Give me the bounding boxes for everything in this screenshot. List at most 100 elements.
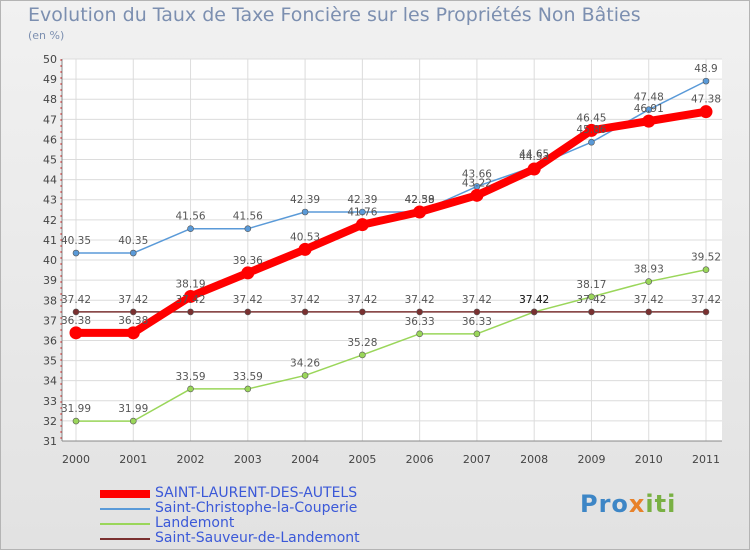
data-label-landemont: 36.33 bbox=[462, 316, 492, 328]
x-tick-label: 2002 bbox=[177, 453, 205, 466]
data-point-saint-laurent bbox=[184, 289, 198, 303]
x-tick-label: 2004 bbox=[291, 453, 319, 466]
y-tick-label: 33 bbox=[43, 395, 57, 408]
x-tick-label: 2008 bbox=[520, 453, 548, 466]
legend-label-saint-laurent: SAINT-LAURENT-DES-AUTELS bbox=[155, 485, 358, 501]
x-tick-label: 2010 bbox=[635, 453, 663, 466]
chart-title: Evolution du Taux de Taxe Foncière sur l… bbox=[28, 4, 641, 26]
legend-label-landemont: Landemont bbox=[155, 515, 235, 531]
y-tick-label: 42 bbox=[43, 214, 57, 227]
data-label-saint-laurent: 40.53 bbox=[290, 231, 320, 243]
x-tick-label: 2005 bbox=[348, 453, 376, 466]
x-tick-label: 2003 bbox=[234, 453, 262, 466]
data-point-saint-laurent bbox=[241, 266, 255, 280]
data-label-saint-christophe: 48.9 bbox=[694, 63, 717, 75]
chart-subtitle: (en %) bbox=[28, 29, 65, 42]
data-label-saint-sauveur: 37.42 bbox=[462, 294, 492, 306]
data-label-saint-sauveur: 37.42 bbox=[519, 294, 549, 306]
data-point-saint-sauveur bbox=[301, 308, 309, 316]
data-label-landemont: 35.28 bbox=[347, 337, 377, 349]
data-point-landemont bbox=[473, 330, 481, 338]
y-tick-label: 35 bbox=[43, 355, 57, 368]
data-label-landemont: 33.59 bbox=[176, 371, 206, 383]
data-point-saint-laurent bbox=[470, 188, 484, 202]
data-label-saint-christophe: 44.65 bbox=[519, 149, 549, 161]
data-point-saint-christophe bbox=[588, 138, 595, 146]
x-tick-label: 2009 bbox=[577, 453, 605, 466]
data-label-saint-laurent: 46.91 bbox=[634, 103, 664, 115]
data-point-saint-sauveur bbox=[129, 308, 137, 316]
data-label-saint-laurent: 47.38 bbox=[691, 94, 721, 106]
y-tick-label: 31 bbox=[43, 435, 57, 448]
proxiti-logo: Proxiti bbox=[580, 490, 676, 518]
data-point-saint-laurent bbox=[355, 218, 369, 232]
data-point-saint-laurent bbox=[584, 123, 598, 137]
data-label-saint-laurent: 43.22 bbox=[462, 177, 492, 189]
data-label-landemont: 34.26 bbox=[290, 357, 320, 369]
data-point-saint-laurent bbox=[699, 105, 713, 119]
data-point-landemont bbox=[72, 417, 80, 425]
legend-label-saint-sauveur: Saint-Sauveur-de-Landemont bbox=[155, 530, 360, 546]
y-tick-label: 40 bbox=[43, 254, 57, 267]
data-label-landemont: 36.33 bbox=[405, 316, 435, 328]
data-label-saint-christophe: 45.86 bbox=[576, 124, 606, 136]
data-label-saint-christophe: 42.39 bbox=[347, 194, 377, 206]
data-point-saint-sauveur bbox=[359, 308, 366, 316]
legend-label-saint-christophe: Saint-Christophe-la-Couperie bbox=[155, 500, 358, 516]
data-point-saint-christophe bbox=[72, 249, 80, 257]
y-tick-label: 32 bbox=[43, 415, 57, 428]
data-label-landemont: 33.59 bbox=[233, 371, 263, 383]
line-chart: 31 32 33 34 35 36 37 38 39 40 41 42 43 44 45 46 47 48 49 50… bbox=[43, 53, 722, 466]
data-point-landemont bbox=[301, 372, 309, 379]
y-tick-label: 37 bbox=[43, 314, 57, 327]
data-label-saint-laurent: 38.19 bbox=[176, 278, 206, 290]
data-label-saint-laurent: 36.38 bbox=[61, 315, 91, 327]
data-point-saint-laurent bbox=[642, 114, 656, 128]
data-label-saint-laurent: 46.45 bbox=[576, 112, 606, 124]
data-label-landemont: 39.52 bbox=[691, 252, 721, 264]
series-line-saint-laurent bbox=[72, 107, 710, 337]
data-label-saint-sauveur: 37.42 bbox=[347, 294, 377, 306]
data-point-saint-christophe bbox=[187, 225, 194, 232]
data-point-saint-laurent bbox=[527, 162, 541, 176]
data-point-saint-laurent bbox=[69, 326, 83, 340]
data-label-saint-laurent: 39.36 bbox=[233, 255, 263, 267]
y-tick-label: 48 bbox=[43, 93, 57, 106]
data-point-landemont bbox=[702, 266, 710, 274]
data-label-saint-christophe: 40.35 bbox=[118, 235, 148, 247]
data-label-saint-christophe: 47.48 bbox=[634, 92, 664, 104]
data-label-saint-sauveur: 37.42 bbox=[576, 294, 606, 306]
data-label-saint-sauveur: 37.42 bbox=[290, 294, 320, 306]
data-point-landemont bbox=[588, 293, 595, 301]
data-point-landemont bbox=[645, 278, 653, 285]
data-point-landemont bbox=[416, 330, 423, 338]
data-point-landemont bbox=[244, 385, 252, 393]
data-label-saint-sauveur: 37.42 bbox=[118, 294, 148, 306]
y-tick-label: 47 bbox=[43, 113, 57, 126]
data-label-landemont: 31.99 bbox=[118, 403, 148, 415]
data-label-saint-sauveur: 37.42 bbox=[176, 294, 206, 306]
data-point-saint-christophe bbox=[645, 106, 653, 113]
y-tick-label: 49 bbox=[43, 73, 57, 86]
series-line-landemont bbox=[75, 268, 707, 422]
legend-swatch-landemont bbox=[100, 523, 150, 525]
data-label-saint-laurent: 41.76 bbox=[347, 207, 377, 219]
x-tick-label: 2001 bbox=[119, 453, 147, 466]
y-tick-label: 45 bbox=[43, 154, 57, 167]
x-tick-label: 2000 bbox=[62, 453, 90, 466]
logo-part-3: iti bbox=[645, 490, 677, 518]
data-point-saint-sauveur bbox=[473, 308, 481, 316]
data-point-landemont bbox=[359, 351, 366, 359]
data-point-landemont bbox=[129, 417, 137, 425]
data-point-saint-sauveur bbox=[702, 308, 710, 316]
y-tick-label: 50 bbox=[43, 53, 57, 66]
data-point-saint-laurent bbox=[298, 242, 312, 256]
data-label-landemont: 31.99 bbox=[61, 403, 91, 415]
logo-part-2: x bbox=[628, 490, 646, 518]
y-tick-label: 36 bbox=[43, 334, 57, 347]
data-label-saint-sauveur: 37.42 bbox=[233, 294, 263, 306]
y-tick-label: 34 bbox=[43, 375, 57, 388]
data-point-saint-christophe bbox=[129, 249, 137, 257]
data-label-saint-christophe: 40.35 bbox=[61, 235, 91, 247]
data-label-saint-sauveur: 37.42 bbox=[405, 294, 435, 306]
